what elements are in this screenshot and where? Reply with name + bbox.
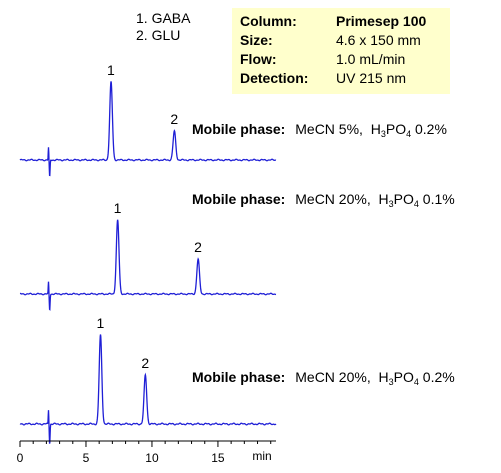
peak-label: 1	[114, 200, 122, 216]
x-axis-label: min	[252, 449, 271, 463]
condition-key: Size:	[240, 32, 273, 48]
x-axis: 0 5 10 15 min	[17, 440, 276, 465]
chromatogram-traces	[19, 81, 277, 444]
condition-key: Column:	[240, 13, 297, 29]
analyte-legend: 1. GABA 2. GLU	[136, 10, 190, 44]
condition-row-column: Column: Primesep 100	[240, 12, 450, 31]
mobile-phase-label: Mobile phase:	[192, 369, 286, 385]
chromatogram-trace-3	[19, 334, 277, 444]
condition-row-size: Size: 4.6 x 150 mm	[240, 31, 450, 50]
mobile-phase-acid: H3PO4 0.2%	[378, 369, 455, 387]
legend-item-gaba: 1. GABA	[136, 10, 191, 26]
mobile-phase-1: Mobile phase: MeCN 5%, H3PO4 0.2%	[192, 121, 447, 139]
mobile-phase-label: Mobile phase:	[192, 191, 286, 207]
condition-value: Primesep 100	[336, 13, 427, 29]
mobile-phase-mecn: MeCN 20%,	[295, 369, 371, 385]
conditions-box: Column: Primesep 100 Size: 4.6 x 150 mm …	[232, 8, 450, 94]
chromatogram-trace-2	[19, 219, 277, 311]
mobile-phase-2: Mobile phase: MeCN 20%, H3PO4 0.1%	[192, 191, 455, 209]
mobile-phase-acid: H3PO4 0.2%	[370, 121, 447, 139]
peak-label: 1	[96, 315, 104, 331]
mobile-phase-acid: H3PO4 0.1%	[378, 191, 455, 209]
x-tick-label: 10	[145, 451, 159, 465]
mobile-phase-label: Mobile phase:	[192, 121, 286, 137]
x-tick-label: 15	[211, 451, 225, 465]
chromatogram-trace-1	[19, 81, 277, 177]
condition-value: 1.0 mL/min	[336, 51, 406, 67]
mobile-phase-mecn: MeCN 20%,	[295, 191, 371, 207]
x-tick-label: 0	[17, 451, 24, 465]
legend-item-glu: 2. GLU	[136, 27, 181, 43]
condition-row-flow: Flow: 1.0 mL/min	[240, 50, 450, 69]
condition-value: UV 215 nm	[336, 70, 407, 86]
condition-row-detection: Detection: UV 215 nm	[240, 69, 450, 88]
peak-label: 2	[170, 111, 178, 127]
mobile-phase-mecn: MeCN 5%,	[295, 121, 363, 137]
mobile-phase-3: Mobile phase: MeCN 20%, H3PO4 0.2%	[192, 369, 455, 387]
condition-key: Flow:	[240, 51, 277, 67]
peak-label: 2	[141, 355, 149, 371]
peak-labels: 1 2 1 2 1 2	[96, 62, 202, 371]
x-tick-label: 5	[83, 451, 90, 465]
condition-value: 4.6 x 150 mm	[336, 32, 421, 48]
peak-label: 1	[107, 62, 115, 78]
peak-label: 2	[194, 239, 202, 255]
condition-key: Detection:	[240, 70, 309, 86]
